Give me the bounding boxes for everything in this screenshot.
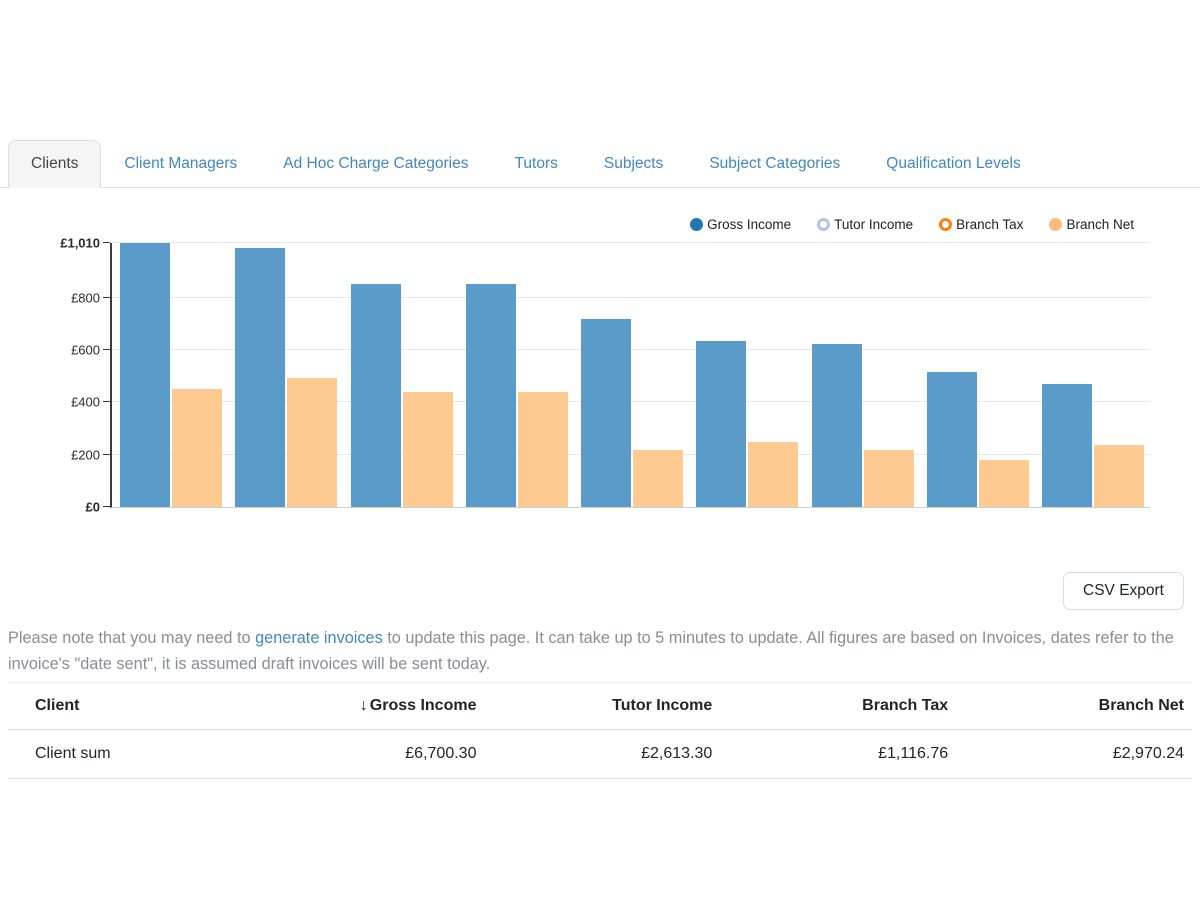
bar-branch-net[interactable]	[1094, 444, 1144, 507]
note-text-after: to update this page. It can take up to 5…	[8, 629, 1174, 673]
bar-branch-net[interactable]	[633, 449, 683, 507]
client-summary-table: Client ↓ Gross Income Tutor Income Branch…	[8, 682, 1192, 779]
cell-branch-tax: £1,116.76	[720, 729, 957, 779]
bar-group	[120, 243, 222, 507]
bar-group	[581, 243, 683, 507]
legend-dot-icon	[817, 217, 831, 231]
bar-gross-income[interactable]	[581, 318, 631, 507]
bar-gross-income[interactable]	[696, 341, 747, 507]
legend-item-branch-tax[interactable]: Branch Tax	[939, 217, 1023, 232]
income-bar-chart-card: Gross Income Tutor Income Branch Tax Branch…	[0, 215, 1200, 515]
table-row: Client sum £6,700.30 £2,613.30 £1,116.76…	[8, 729, 1192, 779]
y-axis-tick-label: £200	[71, 447, 100, 463]
bar-branch-net[interactable]	[978, 459, 1029, 507]
y-axis-tick-label: £800	[71, 290, 100, 306]
bar-gross-income[interactable]	[465, 283, 516, 507]
generate-invoices-link[interactable]: generate invoices	[255, 629, 383, 647]
bar-gross-income[interactable]	[1042, 384, 1092, 507]
bar-gross-income[interactable]	[120, 243, 170, 507]
column-header-branch-tax[interactable]: Branch Tax	[720, 682, 957, 730]
legend-label: Branch Tax	[956, 216, 1024, 232]
sort-descending-icon: ↓	[359, 697, 368, 714]
bar-group	[235, 243, 338, 507]
legend-dot-icon	[1049, 217, 1063, 231]
gridline	[112, 296, 1150, 298]
bar-branch-net[interactable]	[287, 377, 338, 507]
bar-group	[696, 243, 799, 507]
table-header-row: Client ↓ Gross Income Tutor Income Branch…	[8, 682, 1192, 730]
cell-tutor-income: £2,613.30	[484, 729, 721, 779]
bar-gross-income[interactable]	[811, 343, 862, 507]
bar-gross-income[interactable]	[926, 372, 977, 507]
tab-ad-hoc-charge-categories[interactable]: Ad Hoc Charge Categories	[260, 140, 491, 188]
bar-group	[1042, 243, 1144, 507]
gridline	[112, 349, 1150, 351]
csv-export-button[interactable]: CSV Export	[1063, 572, 1184, 610]
y-axis-tickmark	[103, 506, 110, 507]
column-header-gross-income-label: Gross Income	[369, 697, 477, 714]
legend-label: Gross Income	[707, 216, 792, 232]
legend-label: Branch Net	[1066, 216, 1134, 232]
bar-gross-income[interactable]	[235, 248, 286, 507]
tab-subjects[interactable]: Subjects	[581, 140, 686, 188]
y-axis-tick-label: £1,010	[60, 235, 100, 251]
gridline	[112, 242, 1150, 243]
bar-group	[465, 243, 568, 507]
y-axis-tickmark	[103, 401, 110, 403]
legend-item-branch-net[interactable]: Branch Net	[1049, 217, 1134, 232]
y-axis-tickmark	[103, 296, 110, 298]
bar-branch-net[interactable]	[517, 392, 568, 507]
cell-gross-income: £6,700.30	[248, 729, 485, 779]
column-header-branch-net[interactable]: Branch Net	[956, 682, 1192, 730]
y-axis-tick-label: £0	[85, 499, 100, 515]
gridline	[112, 453, 1150, 455]
tab-tutors[interactable]: Tutors	[492, 140, 581, 188]
bar-groups	[112, 243, 1150, 507]
gridline	[112, 401, 1150, 403]
column-header-tutor-income[interactable]: Tutor Income	[484, 682, 721, 730]
export-row: CSV Export	[0, 572, 1200, 610]
bar-group	[350, 243, 453, 507]
tab-qualification-levels[interactable]: Qualification Levels	[863, 140, 1043, 188]
y-axis-tickmark	[103, 349, 110, 351]
tab-clients[interactable]: Clients	[8, 140, 102, 188]
bar-branch-net[interactable]	[402, 392, 453, 507]
y-axis-tickmark	[103, 453, 110, 455]
legend-dot-icon	[690, 217, 704, 231]
cell-branch-net: £2,970.24	[956, 729, 1192, 779]
y-axis-tickmark	[103, 242, 110, 243]
note-text-before: Please note that you may need to	[8, 629, 256, 647]
legend-label: Tutor Income	[834, 216, 914, 232]
invoice-note: Please note that you may need to generat…	[8, 625, 1178, 677]
bar-chart-plot-area: £0 £200 £400 £600 £800 £1,010	[60, 236, 1150, 515]
chart-legend: Gross Income Tutor Income Branch Tax Branch…	[0, 215, 1200, 233]
bar-branch-net[interactable]	[863, 449, 914, 507]
legend-item-tutor-income[interactable]: Tutor Income	[817, 217, 913, 232]
bar-branch-net[interactable]	[748, 442, 799, 507]
column-header-client[interactable]: Client	[8, 682, 249, 730]
tab-subject-categories[interactable]: Subject Categories	[686, 140, 863, 188]
bar-branch-net[interactable]	[172, 389, 222, 507]
bar-group	[811, 243, 914, 507]
tab-bar: Clients Client Managers Ad Hoc Charge Ca…	[0, 140, 1200, 188]
legend-item-gross-income[interactable]: Gross Income	[690, 217, 791, 232]
y-axis-tick-label: £400	[71, 394, 100, 410]
tab-client-managers[interactable]: Client Managers	[101, 140, 260, 188]
y-axis-tick-label: £600	[71, 342, 100, 358]
bar-group	[926, 243, 1029, 507]
legend-dot-icon	[939, 217, 953, 231]
cell-client-sum: Client sum	[8, 729, 249, 779]
bar-gross-income[interactable]	[350, 283, 401, 507]
column-header-gross-income[interactable]: ↓ Gross Income	[248, 682, 485, 730]
report-page: Clients Client Managers Ad Hoc Charge Ca…	[0, 140, 1200, 779]
